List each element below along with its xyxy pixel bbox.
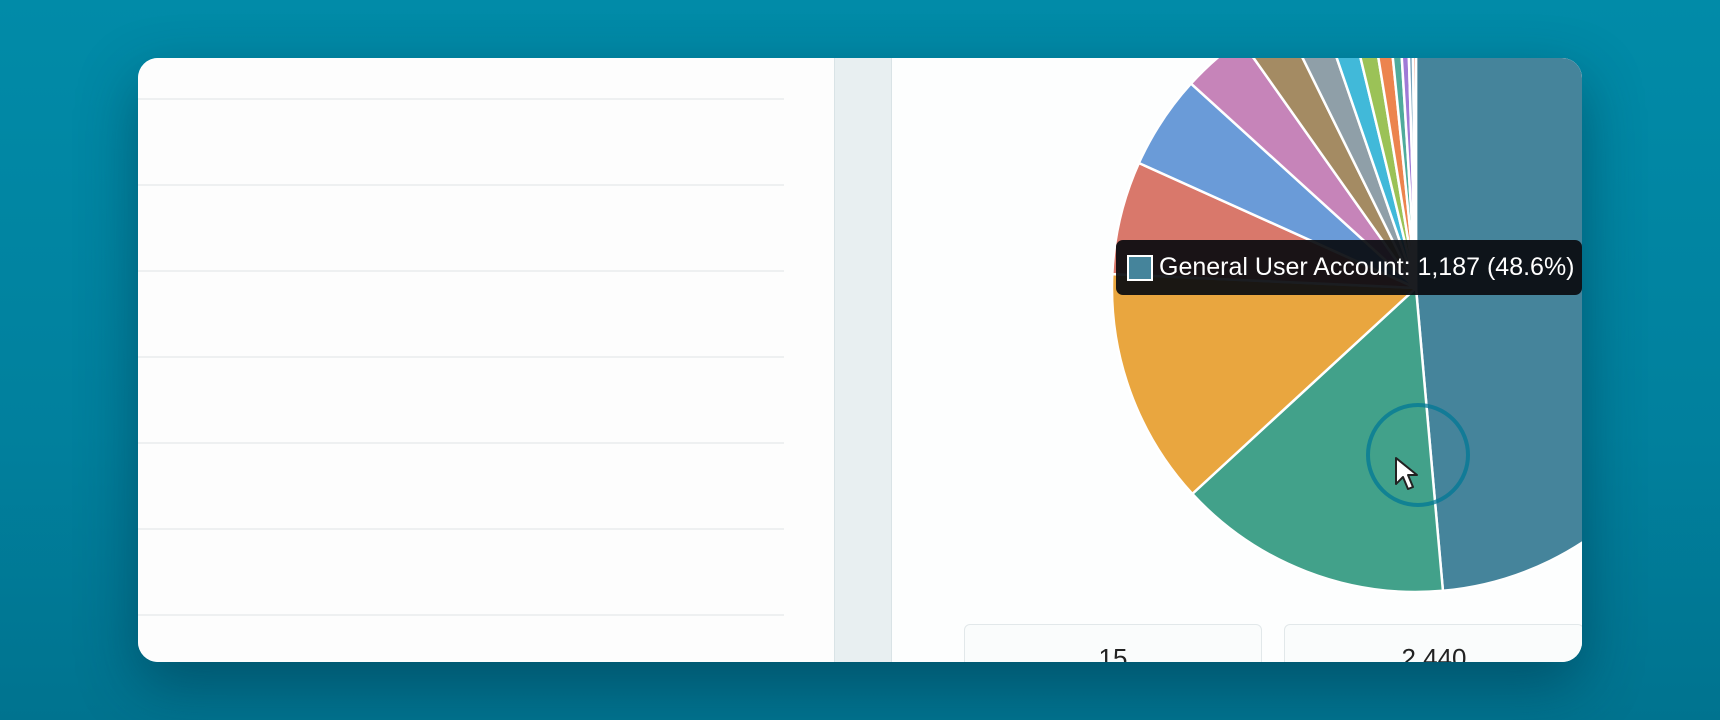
pie-slice-14[interactable] [1411,58,1418,290]
tooltip-text: General User Account: 1,187 (48.6%) [1159,253,1575,281]
table-row-divider [138,356,784,358]
pointer-cursor-icon [1395,457,1418,490]
table-row-divider [138,98,784,100]
pie-chart[interactable] [892,58,1582,662]
table-row-divider [138,270,784,272]
table-row-divider [138,614,784,616]
pie-slice-2[interactable] [1110,272,1418,496]
chart-tooltip: General User Account: 1,187 (48.6%) [1116,240,1582,295]
pie-slice-10[interactable] [1367,58,1418,290]
pie-slice-5[interactable] [1189,58,1418,290]
table-row-divider [138,442,784,444]
app-window [138,58,1582,662]
pie-slice-1[interactable] [1191,286,1445,594]
table-row-divider [138,528,784,530]
panel-divider [834,58,892,662]
tooltip-color-swatch [1127,254,1153,281]
pie-slice-12[interactable] [1397,58,1418,290]
table-row-divider [138,184,784,186]
table-panel [138,58,834,662]
pie-slice-general-user-account[interactable] [1414,58,1582,593]
click-ring-icon [1366,403,1470,507]
pie-slice-11[interactable] [1386,58,1418,290]
chart-panel [892,58,1582,662]
